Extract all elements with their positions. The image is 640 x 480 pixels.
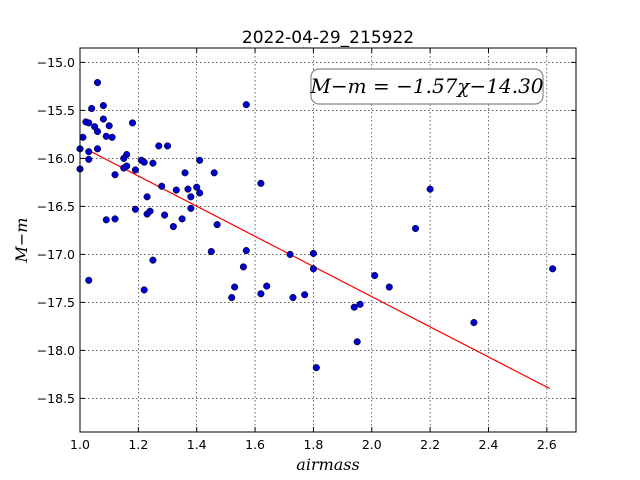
data-point — [350, 303, 358, 311]
fit-equation-frame — [310, 68, 544, 105]
data-point — [309, 249, 317, 257]
data-point — [123, 162, 131, 170]
data-point — [231, 283, 239, 291]
data-point — [85, 148, 93, 156]
data-point — [178, 215, 186, 223]
data-point — [257, 290, 265, 298]
data-point — [99, 115, 107, 123]
y-tick-label: −15.0 — [37, 55, 75, 70]
data-point — [102, 132, 110, 140]
data-point — [426, 185, 434, 193]
plot-frame — [79, 47, 577, 433]
data-point — [289, 294, 297, 302]
data-point — [184, 185, 192, 193]
data-point — [146, 207, 154, 215]
data-point — [213, 221, 221, 229]
data-point — [123, 151, 131, 159]
y-tick-label: −16.5 — [37, 199, 75, 214]
data-point — [149, 159, 157, 167]
data-point — [549, 265, 557, 273]
fit-equation-box: M−m = −1.57χ−14.30 — [309, 68, 544, 105]
x-tick-label: 1.6 — [245, 437, 265, 452]
data-point — [85, 276, 93, 284]
data-point — [140, 158, 148, 166]
data-point — [102, 216, 110, 224]
data-point — [242, 101, 250, 109]
data-point — [169, 223, 177, 231]
x-tick-label: 2.2 — [420, 437, 440, 452]
y-tick-label: −18.5 — [37, 391, 75, 406]
data-point — [140, 286, 148, 294]
x-tick-label: 2.6 — [537, 437, 557, 452]
data-point — [210, 169, 218, 177]
data-point — [111, 171, 119, 179]
data-point — [163, 142, 172, 150]
data-point — [93, 79, 102, 87]
data-point — [155, 142, 163, 150]
data-point — [149, 256, 157, 264]
x-axis-ticks: 1.0 1.2 1.4 1.6 1.8 2.0 2.2 2.4 2.6 — [70, 48, 557, 452]
data-point — [172, 186, 180, 194]
data-point — [187, 204, 195, 212]
data-point — [131, 205, 139, 213]
data-point — [161, 211, 169, 219]
data-point — [111, 215, 119, 223]
data-point — [207, 247, 215, 256]
x-tick-label: 1.0 — [70, 437, 90, 452]
x-tick-label: 1.4 — [187, 437, 207, 452]
data-point — [88, 104, 96, 113]
data-point — [105, 122, 113, 130]
x-tick-label: 2.0 — [362, 437, 382, 452]
data-point — [93, 127, 102, 136]
fit-line-group — [88, 149, 551, 390]
y-tick-label: −15.5 — [37, 103, 75, 118]
data-point — [196, 156, 204, 164]
x-tick-label: 1.8 — [303, 437, 323, 452]
data-point — [312, 364, 320, 372]
data-point — [99, 102, 107, 110]
x-axis-label: airmass — [296, 455, 359, 474]
data-point — [470, 319, 478, 327]
data-point — [128, 119, 137, 127]
chart-title: 2022-04-29_215922 — [242, 28, 414, 48]
data-point — [93, 145, 102, 153]
data-point — [242, 247, 250, 255]
y-tick-label: −17.0 — [37, 247, 75, 262]
data-point — [108, 133, 116, 141]
y-axis-ticks: −15.0 −15.5 −16.0 −16.5 −17.0 −17.5 −18.0 −18.5 — [37, 55, 576, 406]
y-tick-label: −16.0 — [37, 151, 75, 166]
data-point — [257, 179, 265, 187]
data-point — [196, 189, 204, 197]
data-point — [85, 155, 93, 163]
data-point — [187, 193, 195, 201]
data-point — [353, 338, 361, 346]
data-point — [131, 166, 139, 174]
y-axis-label: M−m — [12, 218, 31, 264]
data-point — [228, 294, 236, 302]
data-point — [85, 119, 93, 127]
data-point — [181, 169, 189, 177]
x-tick-label: 2.4 — [479, 437, 499, 452]
data-point — [309, 265, 317, 273]
y-tick-label: −18.0 — [37, 343, 75, 358]
data-point — [263, 282, 271, 290]
data-point — [193, 183, 201, 191]
grid-lines — [80, 48, 576, 432]
data-point — [286, 250, 294, 258]
data-point — [301, 291, 309, 299]
y-tick-label: −17.5 — [37, 295, 75, 310]
x-tick-label: 1.2 — [128, 437, 148, 452]
data-point — [371, 271, 379, 280]
fit-equation: M−m = −1.57χ−14.30 — [309, 74, 543, 98]
data-point — [143, 193, 151, 201]
data-point — [356, 300, 364, 308]
data-point — [239, 263, 247, 271]
data-point — [158, 182, 166, 190]
data-point — [411, 224, 420, 233]
data-point — [385, 283, 393, 291]
data-points — [76, 79, 557, 372]
data-point — [79, 133, 87, 141]
fit-line — [88, 149, 551, 390]
